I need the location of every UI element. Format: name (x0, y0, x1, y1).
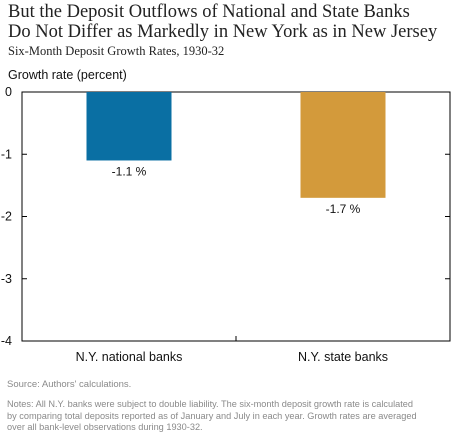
y-axis-label: Growth rate (percent) (8, 68, 127, 82)
x-tick-label: N.Y. national banks (76, 350, 183, 364)
chart-subtitle: Six-Month Deposit Growth Rates, 1930-32 (8, 44, 225, 58)
y-tick-label: 0 (5, 85, 12, 99)
chart-title-line2: Do Not Differ as Markedly in New York as… (8, 22, 438, 42)
notes-line2: by comparing total deposits reported as … (7, 410, 417, 421)
source-note: Source: Authors' calculations. (7, 379, 132, 390)
notes: Notes: All N.Y. banks were subject to do… (7, 399, 455, 434)
y-tick-label: -4 (1, 334, 12, 348)
y-tick-label: -1 (1, 147, 12, 161)
bar (86, 92, 172, 161)
bar-chart: 0 -1 -2 -3 -4 -1.1 % N.Y. national banks -1.7 %… (1, 85, 451, 364)
data-label: -1.1 % (112, 164, 147, 178)
chart-title: But the Deposit Outflows of National and… (8, 2, 458, 42)
y-tick-label: -2 (1, 210, 12, 224)
y-tick-label: -3 (1, 272, 12, 286)
notes-line1: Notes: All N.Y. banks were subject to do… (7, 399, 413, 409)
chart-title-line1: But the Deposit Outflows of National and… (8, 2, 410, 22)
x-tick-label: N.Y. state banks (298, 350, 388, 364)
plot-frame (21, 91, 451, 342)
data-label: -1.7 % (326, 202, 361, 216)
bar (300, 92, 386, 198)
notes-line3: over all bank-level observations during … (7, 422, 203, 432)
